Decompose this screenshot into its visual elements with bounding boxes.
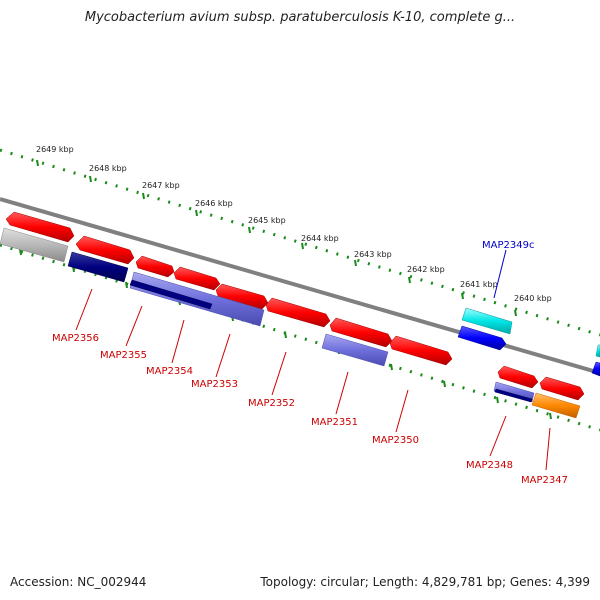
scale-label: 2646 kbp bbox=[195, 199, 233, 208]
gene-arrow[interactable] bbox=[173, 266, 221, 291]
outer-major-ticks bbox=[36, 159, 517, 317]
scale-label: 2641 kbp bbox=[460, 280, 498, 289]
gene-label: MAP2350 bbox=[372, 435, 419, 446]
lower-track-genes bbox=[0, 227, 581, 419]
gene-label: MAP2347 bbox=[521, 475, 568, 486]
scale-label: 2645 kbp bbox=[248, 216, 286, 225]
gene-label: MAP2353 bbox=[191, 379, 238, 390]
gene-arrow[interactable] bbox=[531, 392, 581, 419]
gene-arrow[interactable] bbox=[0, 227, 69, 263]
gene-label: MAP2349c bbox=[482, 240, 534, 251]
gene-arrow[interactable] bbox=[497, 365, 539, 389]
gene-arrow[interactable] bbox=[494, 388, 533, 403]
scale-label: 2647 kbp bbox=[142, 181, 180, 190]
scale-label: 2644 kbp bbox=[301, 234, 339, 243]
upper-right-genes bbox=[457, 307, 600, 377]
gene-arrow[interactable] bbox=[135, 255, 175, 278]
gene-arrow[interactable] bbox=[591, 361, 600, 377]
scale-label: 2648 kbp bbox=[89, 164, 127, 173]
gene-label: MAP2355 bbox=[100, 350, 147, 361]
forward-strand-genes bbox=[5, 211, 585, 401]
gene-arrow[interactable] bbox=[265, 297, 331, 328]
gene-arrow[interactable] bbox=[321, 333, 389, 367]
gene-arrow[interactable] bbox=[215, 283, 269, 310]
scale-label: 2649 kbp bbox=[36, 145, 74, 154]
genome-backbone bbox=[0, 197, 600, 375]
gene-arrow[interactable] bbox=[457, 325, 507, 351]
gene-arrow[interactable] bbox=[461, 307, 513, 335]
topology-label: Topology: circular; Length: 4,829,781 bp… bbox=[260, 575, 590, 589]
gene-label: MAP2354 bbox=[146, 366, 193, 377]
scale-label: 2640 kbp bbox=[514, 294, 552, 303]
gene-arrow[interactable] bbox=[389, 335, 453, 366]
gene-arrow[interactable] bbox=[75, 235, 135, 265]
gene-label: MAP2352 bbox=[248, 398, 295, 409]
gene-arrow[interactable] bbox=[539, 376, 585, 401]
gene-arrow[interactable] bbox=[129, 279, 213, 310]
gene-arrow[interactable] bbox=[5, 211, 75, 243]
gene-arrow[interactable] bbox=[329, 317, 393, 348]
leader-lines bbox=[75, 249, 551, 471]
gene-arrow[interactable] bbox=[67, 251, 129, 283]
gene-label: MAP2351 bbox=[311, 417, 358, 428]
map-title: Mycobacterium avium subsp. paratuberculo… bbox=[84, 10, 516, 25]
gene-label: MAP2356 bbox=[52, 333, 99, 344]
gene-arrow[interactable] bbox=[595, 344, 600, 358]
scale-label: 2642 kbp bbox=[407, 265, 445, 274]
gene-label: MAP2348 bbox=[466, 460, 513, 471]
scale-label: 2643 kbp bbox=[354, 250, 392, 259]
accession-label: Accession: NC_002944 bbox=[10, 575, 147, 589]
